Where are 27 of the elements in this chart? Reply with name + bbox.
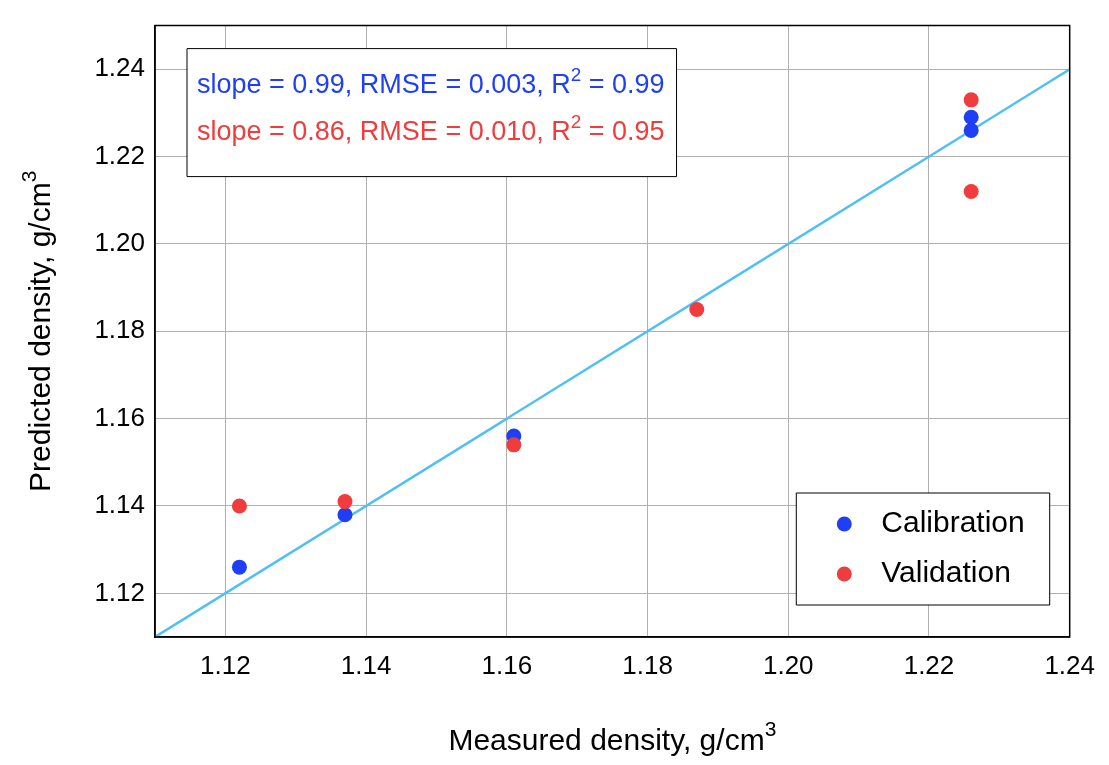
x-tick-label: 1.14: [340, 649, 392, 680]
x-tick-label: 1.16: [481, 649, 533, 680]
y-tick-label: 1.12: [94, 576, 145, 607]
x-tick-label: 1.18: [622, 649, 673, 680]
point: [337, 507, 353, 523]
point: [231, 498, 247, 514]
y-tick-label: 1.16: [94, 401, 145, 432]
y-tick-label: 1.14: [94, 489, 145, 520]
y-axis-title: Predicted density, g/cm3: [17, 170, 57, 492]
point: [963, 92, 979, 108]
x-tick-label: 1.20: [762, 649, 814, 680]
point: [337, 494, 353, 510]
x-tick-label: 1.12: [200, 649, 251, 680]
point: [231, 559, 247, 575]
x-tick-label: 1.24: [1044, 649, 1095, 680]
y-tick-label: 1.18: [94, 314, 145, 345]
point: [963, 184, 979, 200]
point: [963, 122, 979, 138]
legend-label: Calibration: [881, 505, 1025, 539]
point: [506, 437, 522, 453]
y-tick-label: 1.20: [94, 227, 145, 258]
legend-label: Validation: [881, 555, 1011, 589]
point: [963, 109, 979, 125]
point: [689, 301, 705, 317]
y-tick-label: 1.22: [94, 139, 145, 170]
x-tick-label: 1.22: [903, 649, 955, 680]
y-tick-label: 1.24: [94, 52, 145, 83]
